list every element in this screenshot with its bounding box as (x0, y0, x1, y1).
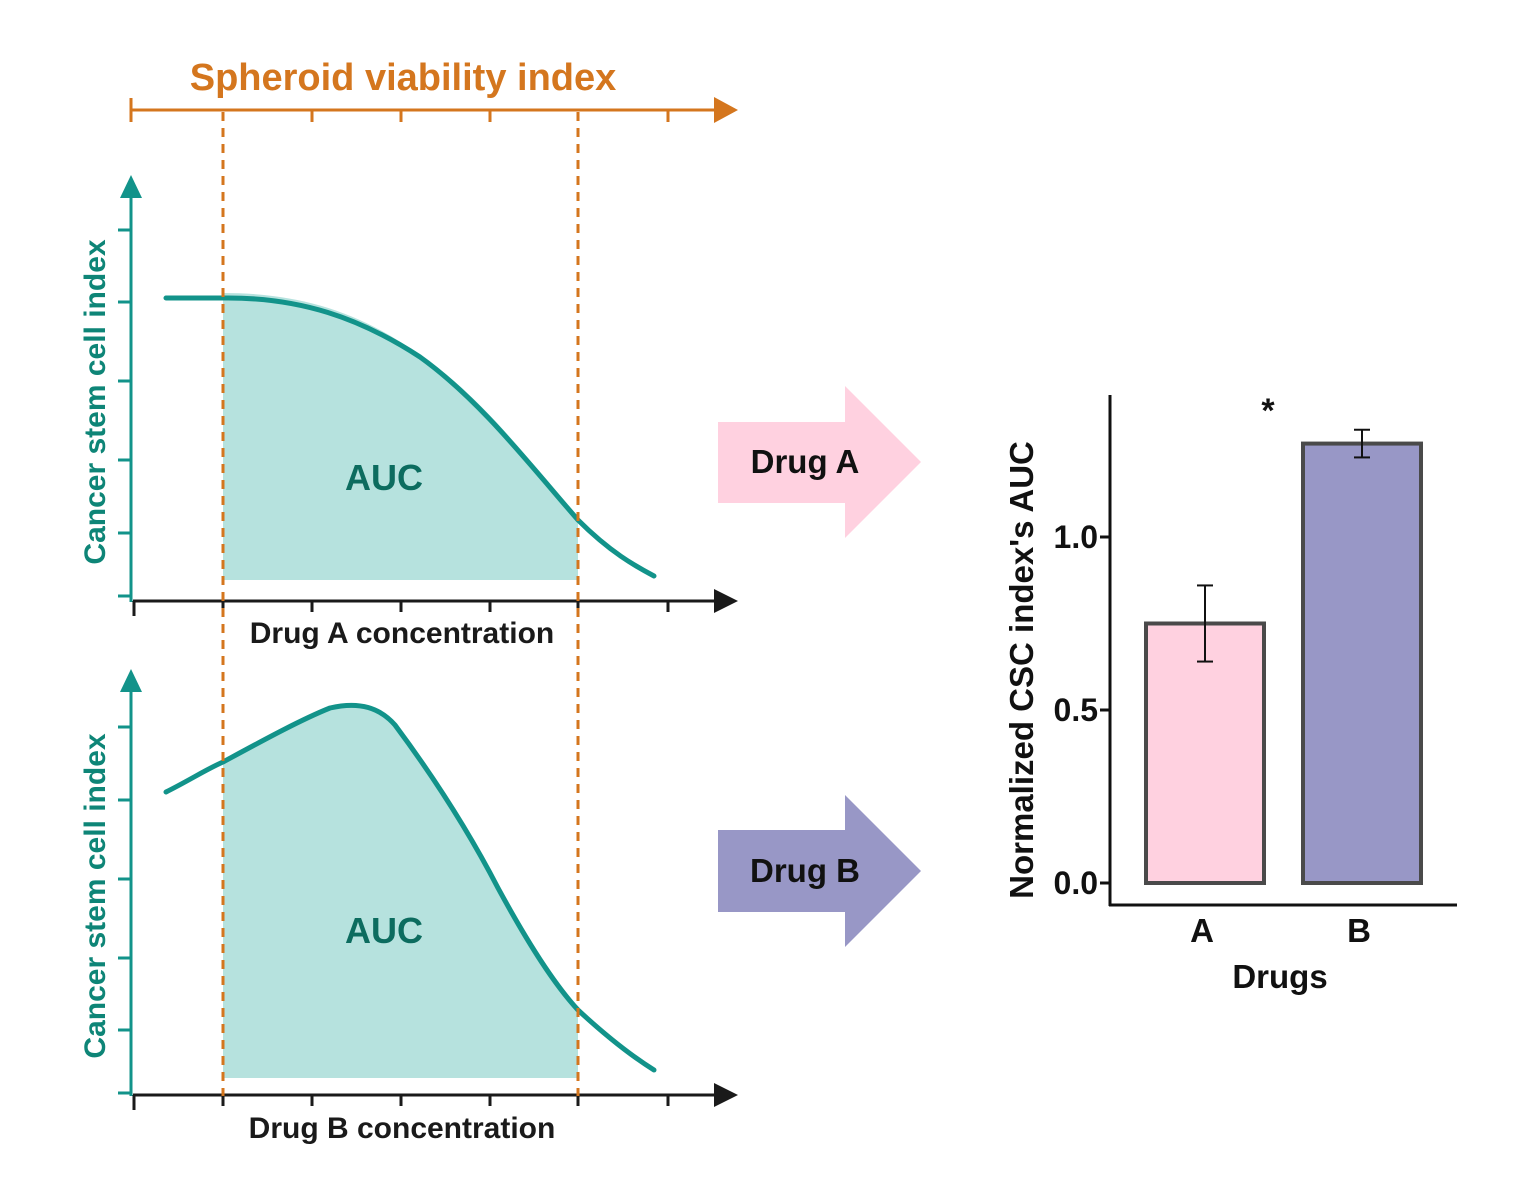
auc-label-b: AUC (345, 910, 423, 951)
category-label: B (1347, 912, 1371, 949)
drug-b-arrow-shape (718, 795, 921, 947)
y-tick-label: 0.5 (1054, 692, 1098, 728)
response-curve-a (163, 295, 657, 579)
auc-area-b (223, 705, 578, 1078)
y-axis-b-arrowhead (120, 669, 142, 692)
spheroid-viability-title: Spheroid viability index (190, 57, 617, 99)
y-axis-label-a: Cancer stem cell index (79, 239, 112, 564)
x-axis-a-arrowhead (714, 589, 738, 613)
y-tick-label: 1.0 (1054, 519, 1098, 555)
drug-a-arrow: Drug A (718, 386, 921, 538)
bar-b (1301, 441, 1423, 885)
significance-marker: * (1261, 392, 1275, 430)
x-axis-label-a: Drug A concentration (250, 617, 554, 650)
bar-chart-y-label: Normalized CSC index's AUC (1003, 441, 1040, 899)
spheroid-axis-arrowhead (714, 97, 738, 123)
auc-bar-chart: Normalized CSC index's AUC Drugs * 0.00.… (1003, 392, 1457, 995)
x-axis-b-arrowhead (714, 1083, 738, 1107)
drug-a-arrow-label: Drug A (751, 443, 860, 480)
drug-a-arrow-shape (718, 386, 921, 538)
panel-b: AUC Cancer stem cell index Drug B concen… (79, 669, 738, 1145)
category-label: A (1190, 912, 1214, 949)
auc-label-a: AUC (345, 457, 423, 498)
bar-marks: 0.0 0.5 1.0 A B (1054, 428, 1423, 949)
x-axis-label-b: Drug B concentration (249, 1112, 556, 1145)
auc-area-a (223, 293, 578, 580)
y-tick-label: 0.0 (1054, 865, 1098, 901)
bar-chart-x-label: Drugs (1232, 958, 1327, 995)
bar-a (1144, 621, 1266, 885)
y-axis-label-b: Cancer stem cell index (79, 733, 112, 1058)
spheroid-viability-axis: Spheroid viability index (129, 57, 738, 123)
drug-b-arrow-label: Drug B (750, 852, 860, 889)
panel-a: AUC Cancer stem cell index Drug A concen… (79, 175, 738, 650)
y-axis-a-arrowhead (120, 175, 142, 198)
drug-b-arrow: Drug B (718, 795, 921, 947)
